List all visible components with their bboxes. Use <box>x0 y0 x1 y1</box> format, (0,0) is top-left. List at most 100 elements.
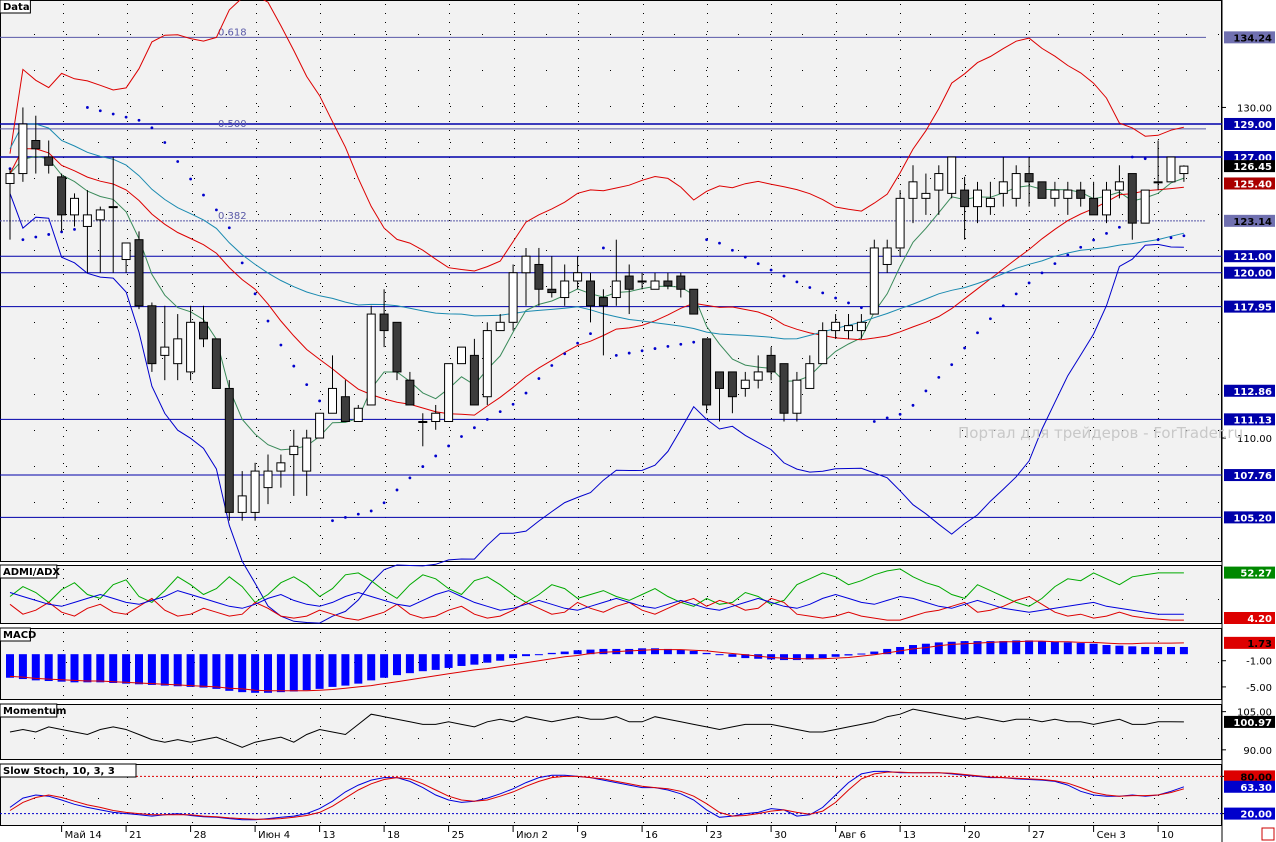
bear-candle <box>405 379 415 406</box>
grid-dot <box>1093 695 1094 696</box>
bull-candle <box>805 363 815 389</box>
grid-dot <box>450 34 451 35</box>
macd-histogram-bar <box>599 648 608 655</box>
grid-dot <box>578 49 579 50</box>
grid-dot <box>127 337 128 338</box>
grid-dot <box>127 418 128 419</box>
grid-dot <box>1158 400 1159 401</box>
grid-dot <box>1093 569 1094 570</box>
grid-dot <box>771 804 772 805</box>
grid-dot <box>965 632 966 633</box>
grid-dot <box>898 286 899 287</box>
bear-candle <box>224 387 234 513</box>
bull-candle <box>1063 189 1073 199</box>
grid-dot <box>256 121 257 122</box>
grid-dot <box>642 466 643 467</box>
grid-dot <box>127 49 128 50</box>
grid-dot <box>320 247 321 248</box>
grid-dot <box>449 499 450 500</box>
grid-dot <box>320 499 321 500</box>
grid-dot <box>256 247 257 248</box>
grid-dot <box>578 641 579 642</box>
grid-dot <box>192 708 193 709</box>
grid-dot <box>1122 286 1123 287</box>
grid-dot <box>643 472 644 473</box>
grid-dot <box>1218 178 1219 179</box>
grid-dot <box>1093 553 1094 554</box>
grid-dot <box>385 735 386 736</box>
macd-histogram-bar <box>831 654 840 657</box>
grid-dot <box>546 142 547 143</box>
grid-dot <box>385 40 386 41</box>
grid-dot <box>192 265 193 266</box>
macd-histogram-bar <box>883 648 892 655</box>
grid-dot <box>643 427 644 428</box>
grid-dot <box>1093 40 1094 41</box>
price-box <box>1224 511 1275 524</box>
grid-dot <box>771 22 772 23</box>
sar-dot <box>124 115 128 119</box>
macd-histogram-bar <box>960 641 969 655</box>
grid-dot <box>836 265 837 266</box>
grid-dot <box>127 632 128 633</box>
sar-dot <box>331 519 334 523</box>
grid-dot <box>707 490 708 491</box>
grid-dot <box>449 526 450 527</box>
grid-dot <box>706 106 707 107</box>
grid-dot <box>1122 34 1123 35</box>
grid-dot <box>320 544 321 545</box>
grid-dot <box>320 364 321 365</box>
grid-dot <box>320 130 321 131</box>
grid-dot <box>1158 445 1159 446</box>
bull-candle <box>934 173 944 191</box>
grid-dot <box>1026 34 1027 35</box>
bull-candle <box>792 379 802 414</box>
grid-dot <box>1029 744 1030 745</box>
grid-dot <box>192 301 193 302</box>
grid-dot <box>449 708 450 709</box>
grid-dot <box>994 250 995 251</box>
grid-dot <box>1158 76 1159 77</box>
grid-dot <box>385 76 386 77</box>
grid-dot <box>1158 777 1159 778</box>
grid-dot <box>320 40 321 41</box>
grid-dot <box>962 106 963 107</box>
grid-dot <box>256 310 257 311</box>
grid-dot <box>578 40 579 41</box>
grid-dot <box>1029 247 1030 248</box>
grid-dot <box>900 31 901 32</box>
grid-dot <box>1058 322 1059 323</box>
grid-dot <box>546 394 547 395</box>
grid-dot <box>578 430 579 431</box>
price-box-label: 107.76 <box>1233 471 1272 482</box>
grid-dot <box>1154 142 1155 143</box>
grid-dot <box>386 502 387 503</box>
grid-dot <box>449 641 450 642</box>
grid-dot <box>320 373 321 374</box>
grid-dot <box>610 538 611 539</box>
grid-dot <box>127 229 128 230</box>
grid-dot <box>449 553 450 554</box>
grid-dot <box>320 85 321 86</box>
grid-dot <box>1093 804 1094 805</box>
sar-dot <box>1079 245 1083 249</box>
grid-dot <box>578 58 579 59</box>
grid-dot <box>385 708 386 709</box>
grid-dot <box>836 175 837 176</box>
grid-dot <box>256 744 257 745</box>
grid-dot <box>707 76 708 77</box>
grid-dot <box>449 184 450 185</box>
grid-dot <box>449 481 450 482</box>
sar-dot <box>589 332 592 336</box>
price-box <box>1224 266 1275 279</box>
grid-dot <box>771 346 772 347</box>
grid-dot <box>1058 738 1059 739</box>
grid-dot <box>1029 587 1030 588</box>
grid-dot <box>1093 427 1094 428</box>
bear-candle <box>689 288 699 315</box>
grid-dot <box>514 804 515 805</box>
grid-dot <box>130 358 131 359</box>
grid-dot <box>192 94 193 95</box>
macd-histogram-bar <box>573 650 582 655</box>
price-box-label: 129.00 <box>1233 120 1272 131</box>
